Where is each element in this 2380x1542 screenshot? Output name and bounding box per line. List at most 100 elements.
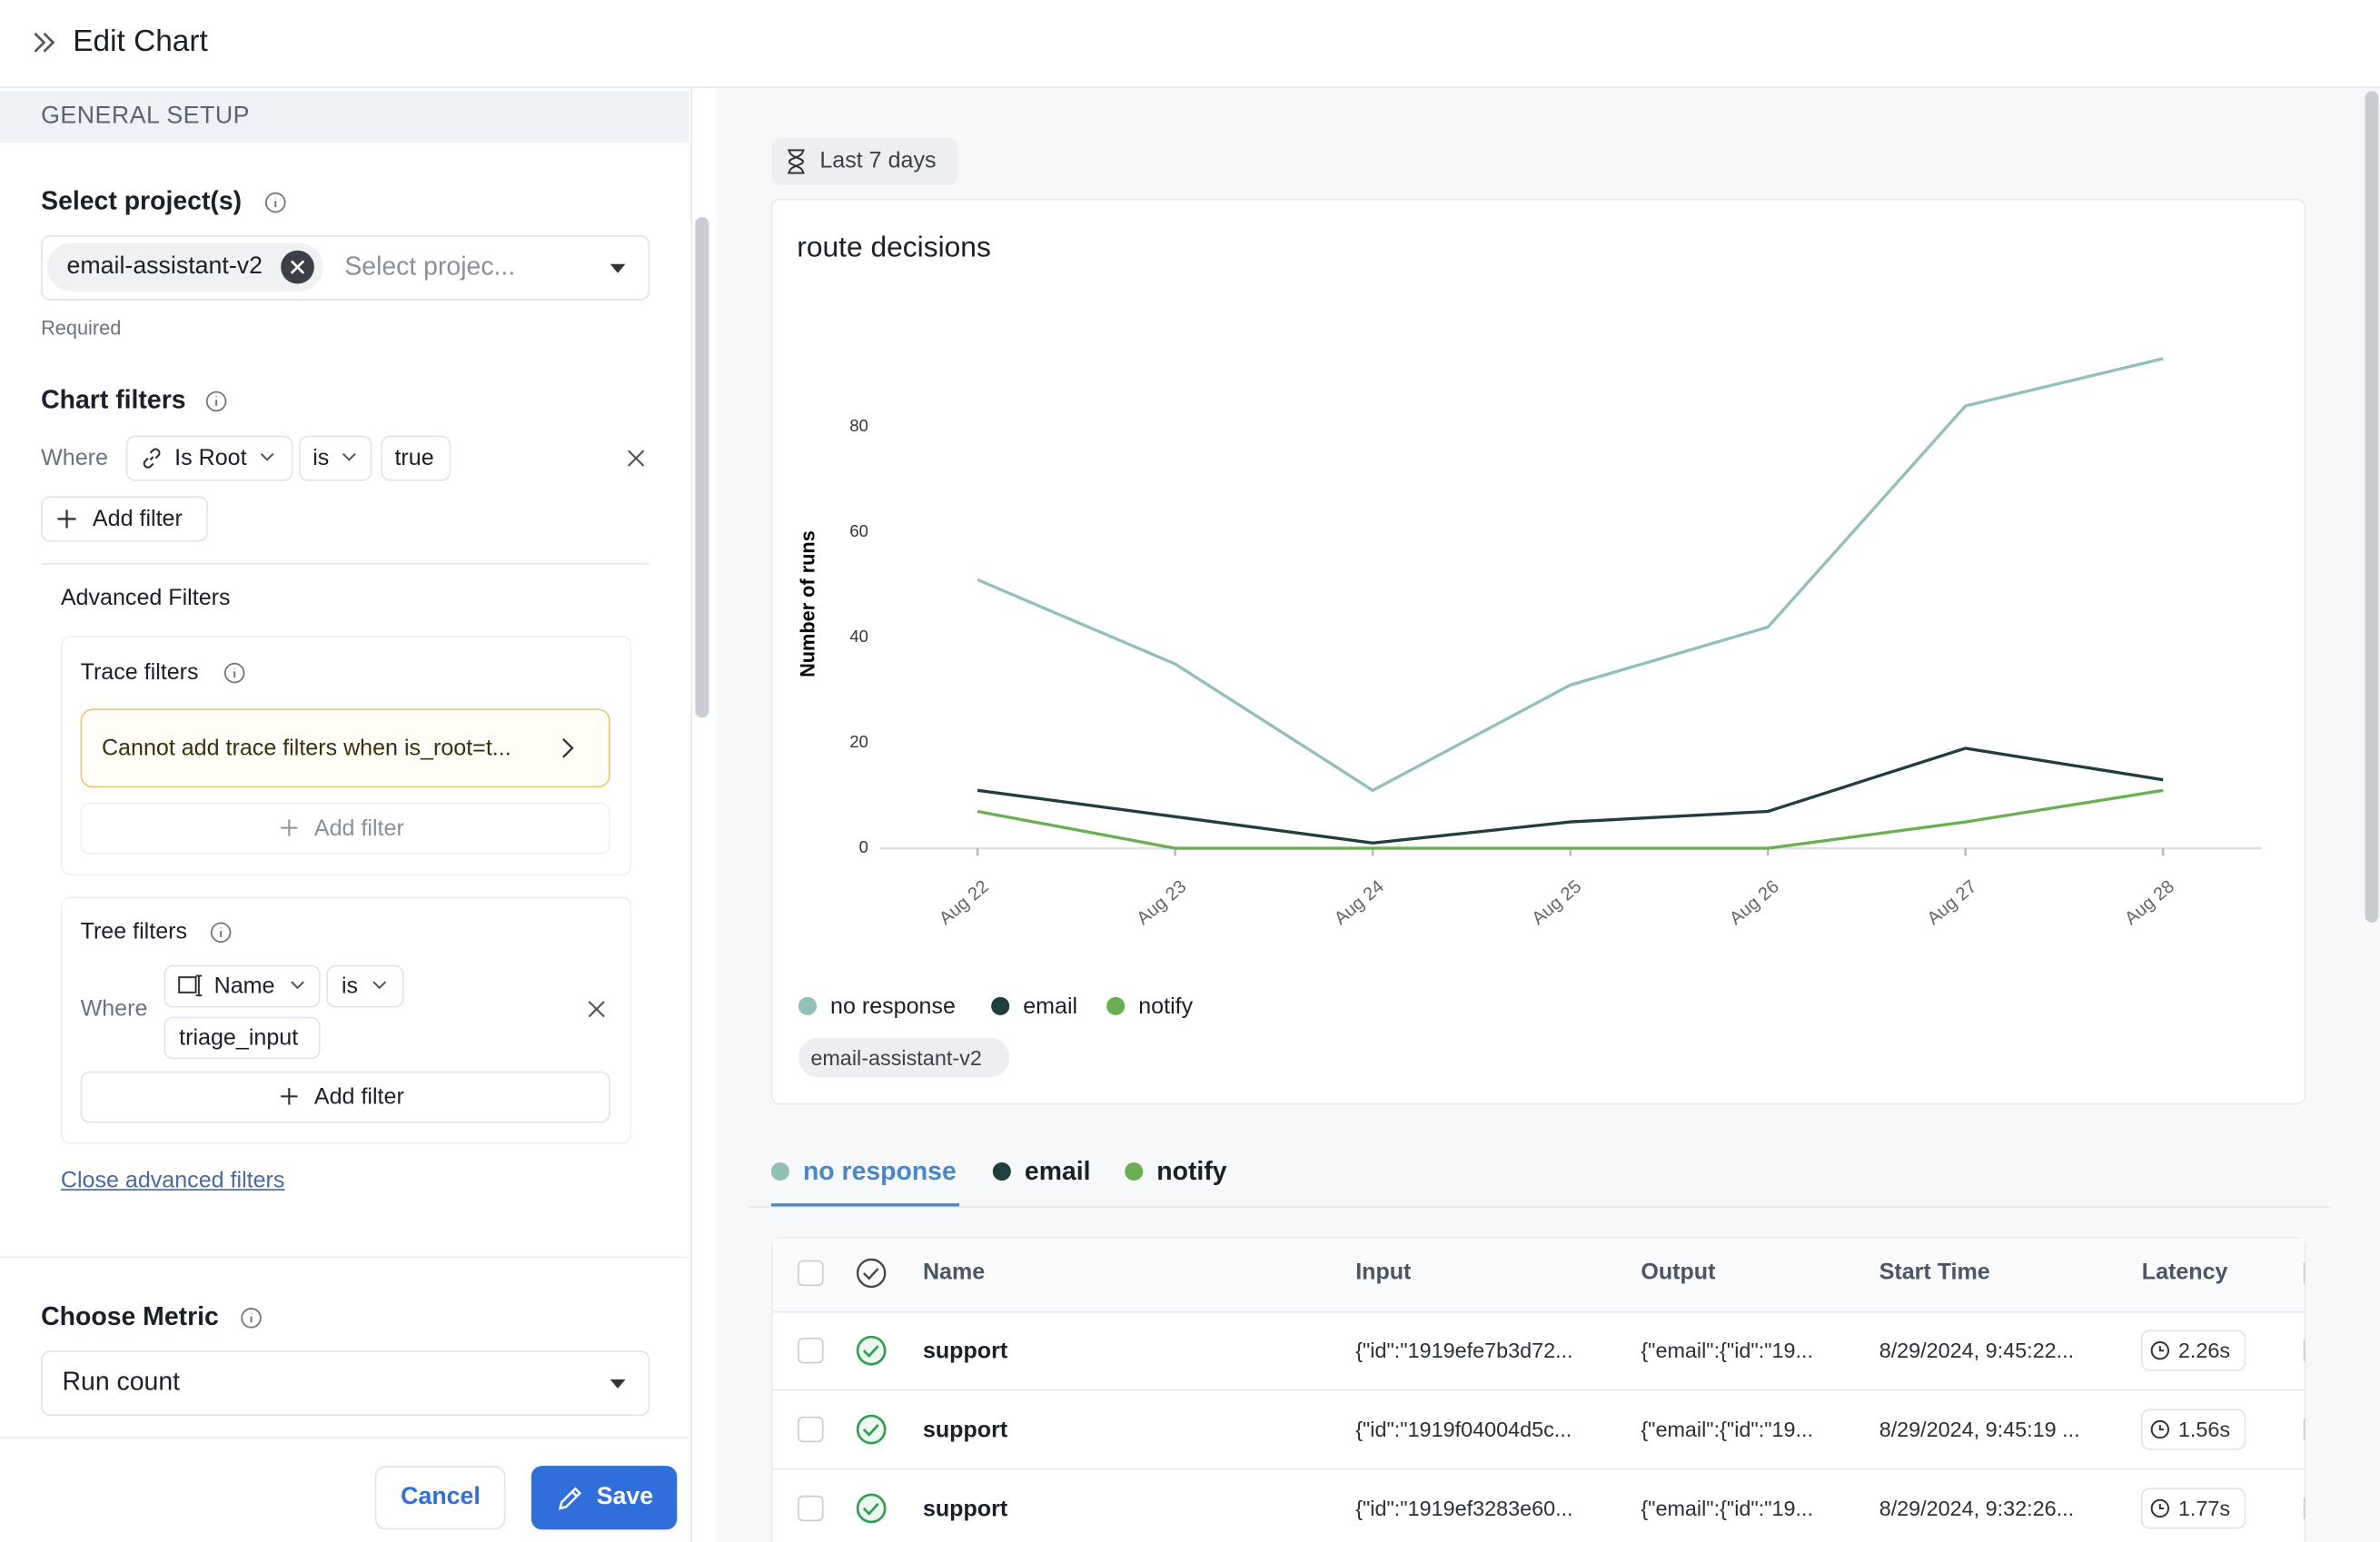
remove-filter[interactable] [627,450,645,468]
filter-op[interactable] [326,964,404,1008]
where: Where [80,996,148,1023]
cell: {"email":{"id":"19... [1641,1418,1813,1441]
x-tick-label: Aug 23 [1133,876,1190,929]
project-tag [798,1037,1010,1078]
divider [41,562,650,565]
section-title: GENERAL SETUP [41,103,251,130]
filter-value[interactable] [164,1016,321,1060]
checkbox[interactable] [798,1416,824,1443]
close-advanced-link[interactable]: Close advanced filters [60,1167,285,1194]
chart-title: route decisions [797,232,991,264]
cell: {"id":"1919efe7b3d72... [1355,1339,1572,1362]
add-filter-disabled [80,802,610,855]
cell: {"email":{"id":"19... [1641,1497,1813,1520]
metric-value: Run count [62,1367,181,1397]
clock-icon [2158,1425,2165,1431]
legend-swatch [1106,996,1126,1015]
cancel-button[interactable] [374,1466,506,1530]
series-line [977,788,2164,850]
legend-swatch [991,996,1010,1015]
tab-label[interactable]: email [1025,1157,1091,1186]
label: Trace filters [80,659,199,686]
chip-remove[interactable] [281,250,314,284]
info-icon [265,192,286,213]
header [0,0,2380,88]
latency-pill [2140,1488,2246,1529]
clock-icon [2150,1498,2170,1518]
save-button[interactable] [531,1466,678,1530]
cell: {"email":{"id":"19... [1641,1339,1813,1362]
tab-label[interactable]: no response [803,1157,957,1186]
chevron [260,452,274,461]
chevron-right [562,737,574,758]
filter-field-text: Is Root [174,445,247,471]
filter-value-text: true [394,445,434,471]
tab-label[interactable]: notify [1156,1157,1226,1186]
checkbox[interactable] [798,1495,824,1522]
run-name[interactable]: support [923,1338,1008,1363]
collapse-icon[interactable] [30,29,57,56]
section-band [0,91,689,143]
legend-label: notify [1138,993,1193,1019]
x-tick-label: Aug 26 [1726,876,1783,929]
cell: {"id":"1919f04004d5c... [1355,1418,1572,1441]
metric-select[interactable] [41,1350,650,1417]
latency: 1.56s [2178,1418,2230,1441]
info-icon [241,1307,262,1329]
legend-label: email [1023,993,1077,1019]
tab-dot [1125,1161,1144,1181]
chevron [372,981,387,990]
latency: 1.77s [2178,1497,2230,1520]
status-icon [862,1345,879,1358]
column-header: Input [1355,1260,1412,1285]
table-header [772,1238,2305,1313]
y-tick-label: 40 [849,627,868,646]
x-tick-label: Aug 28 [2121,876,2178,929]
plus-icon [57,509,76,529]
filter-value[interactable] [381,435,451,481]
time-range-text: Last 7 days [819,147,937,174]
name-icon [178,974,203,997]
legend-label: no response [830,993,956,1019]
checkbox[interactable] [798,1260,824,1287]
x-tick-label: Aug 22 [936,876,993,929]
info-icon [205,390,227,412]
warning-text: Cannot add trace filters when is_root=t.… [101,735,511,762]
pencil-icon [558,1487,582,1510]
add-filter-text: Add filter [313,1083,404,1111]
latency: 2.26s [2178,1339,2230,1362]
divider [0,1256,689,1259]
y-tick-label: 60 [849,521,868,540]
filter-op[interactable] [299,435,372,481]
filter-value-text: triage_input [179,1024,299,1052]
latency-pill [2140,1329,2246,1371]
run-name[interactable]: support [923,1496,1008,1521]
status-icon [856,1414,887,1445]
series-line [977,746,2164,845]
remove-filter[interactable] [588,1000,606,1018]
checkbox[interactable] [798,1337,824,1364]
page-title: Edit Chart [73,25,208,59]
add-filter-button[interactable] [80,1071,610,1123]
status-icon [856,1493,887,1524]
series-line [977,357,2164,793]
cancel-text: Cancel [401,1484,481,1510]
tab-divider [748,1206,2330,1209]
run-name[interactable]: support [923,1417,1008,1442]
add-filter-text: Add filter [313,815,404,842]
label: Choose Metric [41,1301,219,1331]
y-tick-label: 80 [849,416,868,435]
dropdown-caret [610,263,626,273]
warning-box[interactable] [80,708,610,788]
link-icon [143,448,161,469]
plus-icon [281,1088,298,1105]
column-header: Output [1641,1260,1716,1285]
cell: 8/29/2024, 9:32:26... [1879,1497,2074,1520]
filter-field-text: Name [213,973,275,1000]
filter-field[interactable] [164,964,321,1008]
clock-icon [2150,1419,2170,1439]
hourglass-icon [788,149,805,174]
filter-op-text: is [341,973,359,1000]
cell: {"id":"1919ef3283e60... [1355,1497,1572,1520]
